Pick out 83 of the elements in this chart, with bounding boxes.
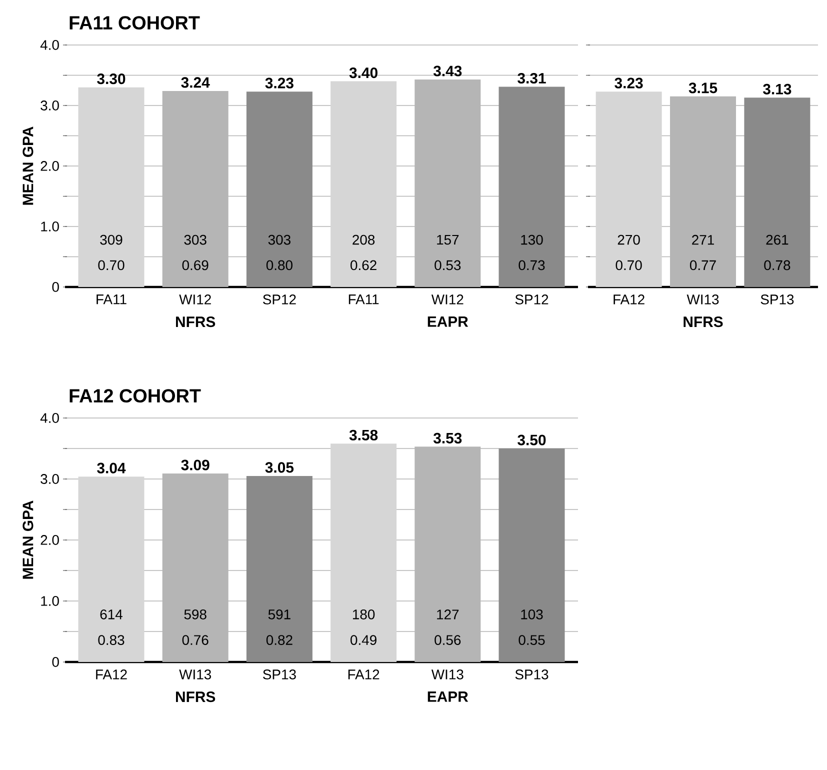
data-label: 3.23 bbox=[614, 78, 643, 88]
data-label: 3.04 bbox=[97, 462, 126, 474]
data-label: 3.40 bbox=[349, 68, 378, 78]
y-tick-label: 4.0 bbox=[40, 413, 59, 423]
data-label: 3.05 bbox=[265, 462, 294, 473]
text: EAPR bbox=[428, 316, 468, 327]
annotation: 303 bbox=[184, 234, 206, 245]
annotation: 180 bbox=[352, 609, 375, 620]
annotation: 0.49 bbox=[350, 635, 376, 645]
bar bbox=[246, 476, 312, 662]
y-tick-label: 2.0 bbox=[40, 161, 59, 171]
x-tick-label: SP13 bbox=[263, 670, 296, 680]
annotation: 208 bbox=[352, 234, 375, 245]
y-tick-label: 1.0 bbox=[41, 596, 59, 606]
annotation: 157 bbox=[437, 234, 459, 245]
annotation: 0.62 bbox=[350, 260, 376, 270]
data-label: 3.43 bbox=[433, 66, 462, 76]
x-tick-label: FA11 bbox=[348, 294, 379, 304]
annotation: 261 bbox=[766, 234, 788, 245]
y-tick-label: 2.0 bbox=[40, 535, 59, 545]
data-label: 3.09 bbox=[181, 460, 210, 470]
annotation: 0.56 bbox=[434, 635, 461, 645]
data-label: 3.53 bbox=[433, 432, 462, 444]
x-tick-label: FA12 bbox=[96, 670, 127, 680]
data-label: 3.50 bbox=[518, 434, 546, 446]
bar bbox=[78, 476, 144, 662]
x-tick-label: WI13 bbox=[179, 670, 212, 680]
annotation: 0.70 bbox=[98, 260, 124, 270]
annotation: 309 bbox=[100, 234, 122, 245]
text: NFRS bbox=[684, 316, 723, 328]
data-label: 3.23 bbox=[265, 78, 294, 88]
y-tick-label: 4.0 bbox=[40, 40, 59, 50]
annotation: 598 bbox=[184, 609, 206, 620]
text: NFRS bbox=[176, 316, 216, 328]
annotation: 0.78 bbox=[764, 260, 790, 270]
annotation: 0.70 bbox=[616, 260, 642, 270]
x-tick-label: SP13 bbox=[760, 294, 794, 304]
text: EAPR bbox=[428, 692, 468, 702]
x-tick-label: WI13 bbox=[431, 670, 464, 680]
bar bbox=[330, 444, 397, 662]
data-label: 3.58 bbox=[349, 430, 378, 440]
annotation: 303 bbox=[268, 234, 290, 245]
data-label: 3.30 bbox=[97, 74, 126, 84]
annotation: 0.80 bbox=[266, 260, 292, 270]
x-tick-label: SP12 bbox=[515, 294, 548, 304]
annotation: 0.69 bbox=[182, 260, 208, 270]
y-tick-label: 3.0 bbox=[40, 474, 59, 484]
annotation: 0.77 bbox=[690, 260, 716, 270]
annotation: 0.73 bbox=[518, 260, 545, 270]
text: NFRS bbox=[176, 692, 216, 702]
x-tick-label: SP13 bbox=[515, 670, 548, 680]
chart-title: FA11 COHORT bbox=[70, 16, 200, 30]
x-tick-label: WI13 bbox=[686, 294, 719, 304]
annotation: 271 bbox=[692, 234, 714, 245]
x-tick-label: WI12 bbox=[431, 294, 464, 304]
y-tick-label: 1.0 bbox=[41, 222, 59, 232]
data-label: 3.31 bbox=[518, 72, 546, 84]
y-tick-label: 3.0 bbox=[40, 100, 59, 110]
annotation: 591 bbox=[268, 609, 290, 620]
chart-title: FA12 COHORT bbox=[70, 389, 201, 403]
y-axis-title: MEAN GPA bbox=[22, 500, 34, 579]
x-tick-label: WI12 bbox=[179, 294, 211, 304]
annotation: 270 bbox=[618, 234, 640, 245]
y-tick-label: 0 bbox=[52, 282, 59, 292]
x-tick-label: FA12 bbox=[614, 294, 644, 304]
annotation: 0.76 bbox=[182, 635, 208, 645]
annotation: 130 bbox=[521, 234, 543, 245]
x-tick-label: FA12 bbox=[348, 670, 380, 680]
y-axis-title: MEAN GPA bbox=[22, 126, 34, 205]
annotation: 0.55 bbox=[518, 635, 545, 645]
data-label: 3.13 bbox=[763, 84, 792, 94]
annotation: 127 bbox=[437, 610, 459, 620]
data-label: 3.15 bbox=[688, 82, 718, 94]
bar bbox=[498, 448, 565, 662]
x-tick-label: FA11 bbox=[96, 294, 126, 304]
annotation: 0.53 bbox=[434, 260, 461, 270]
annotation: 103 bbox=[521, 609, 543, 620]
y-tick-label: 0 bbox=[52, 657, 59, 667]
annotation: 614 bbox=[100, 609, 122, 620]
x-tick-label: SP12 bbox=[263, 294, 296, 304]
annotation: 0.82 bbox=[266, 635, 292, 645]
data-label: 3.24 bbox=[181, 77, 210, 88]
annotation: 0.83 bbox=[98, 635, 124, 645]
